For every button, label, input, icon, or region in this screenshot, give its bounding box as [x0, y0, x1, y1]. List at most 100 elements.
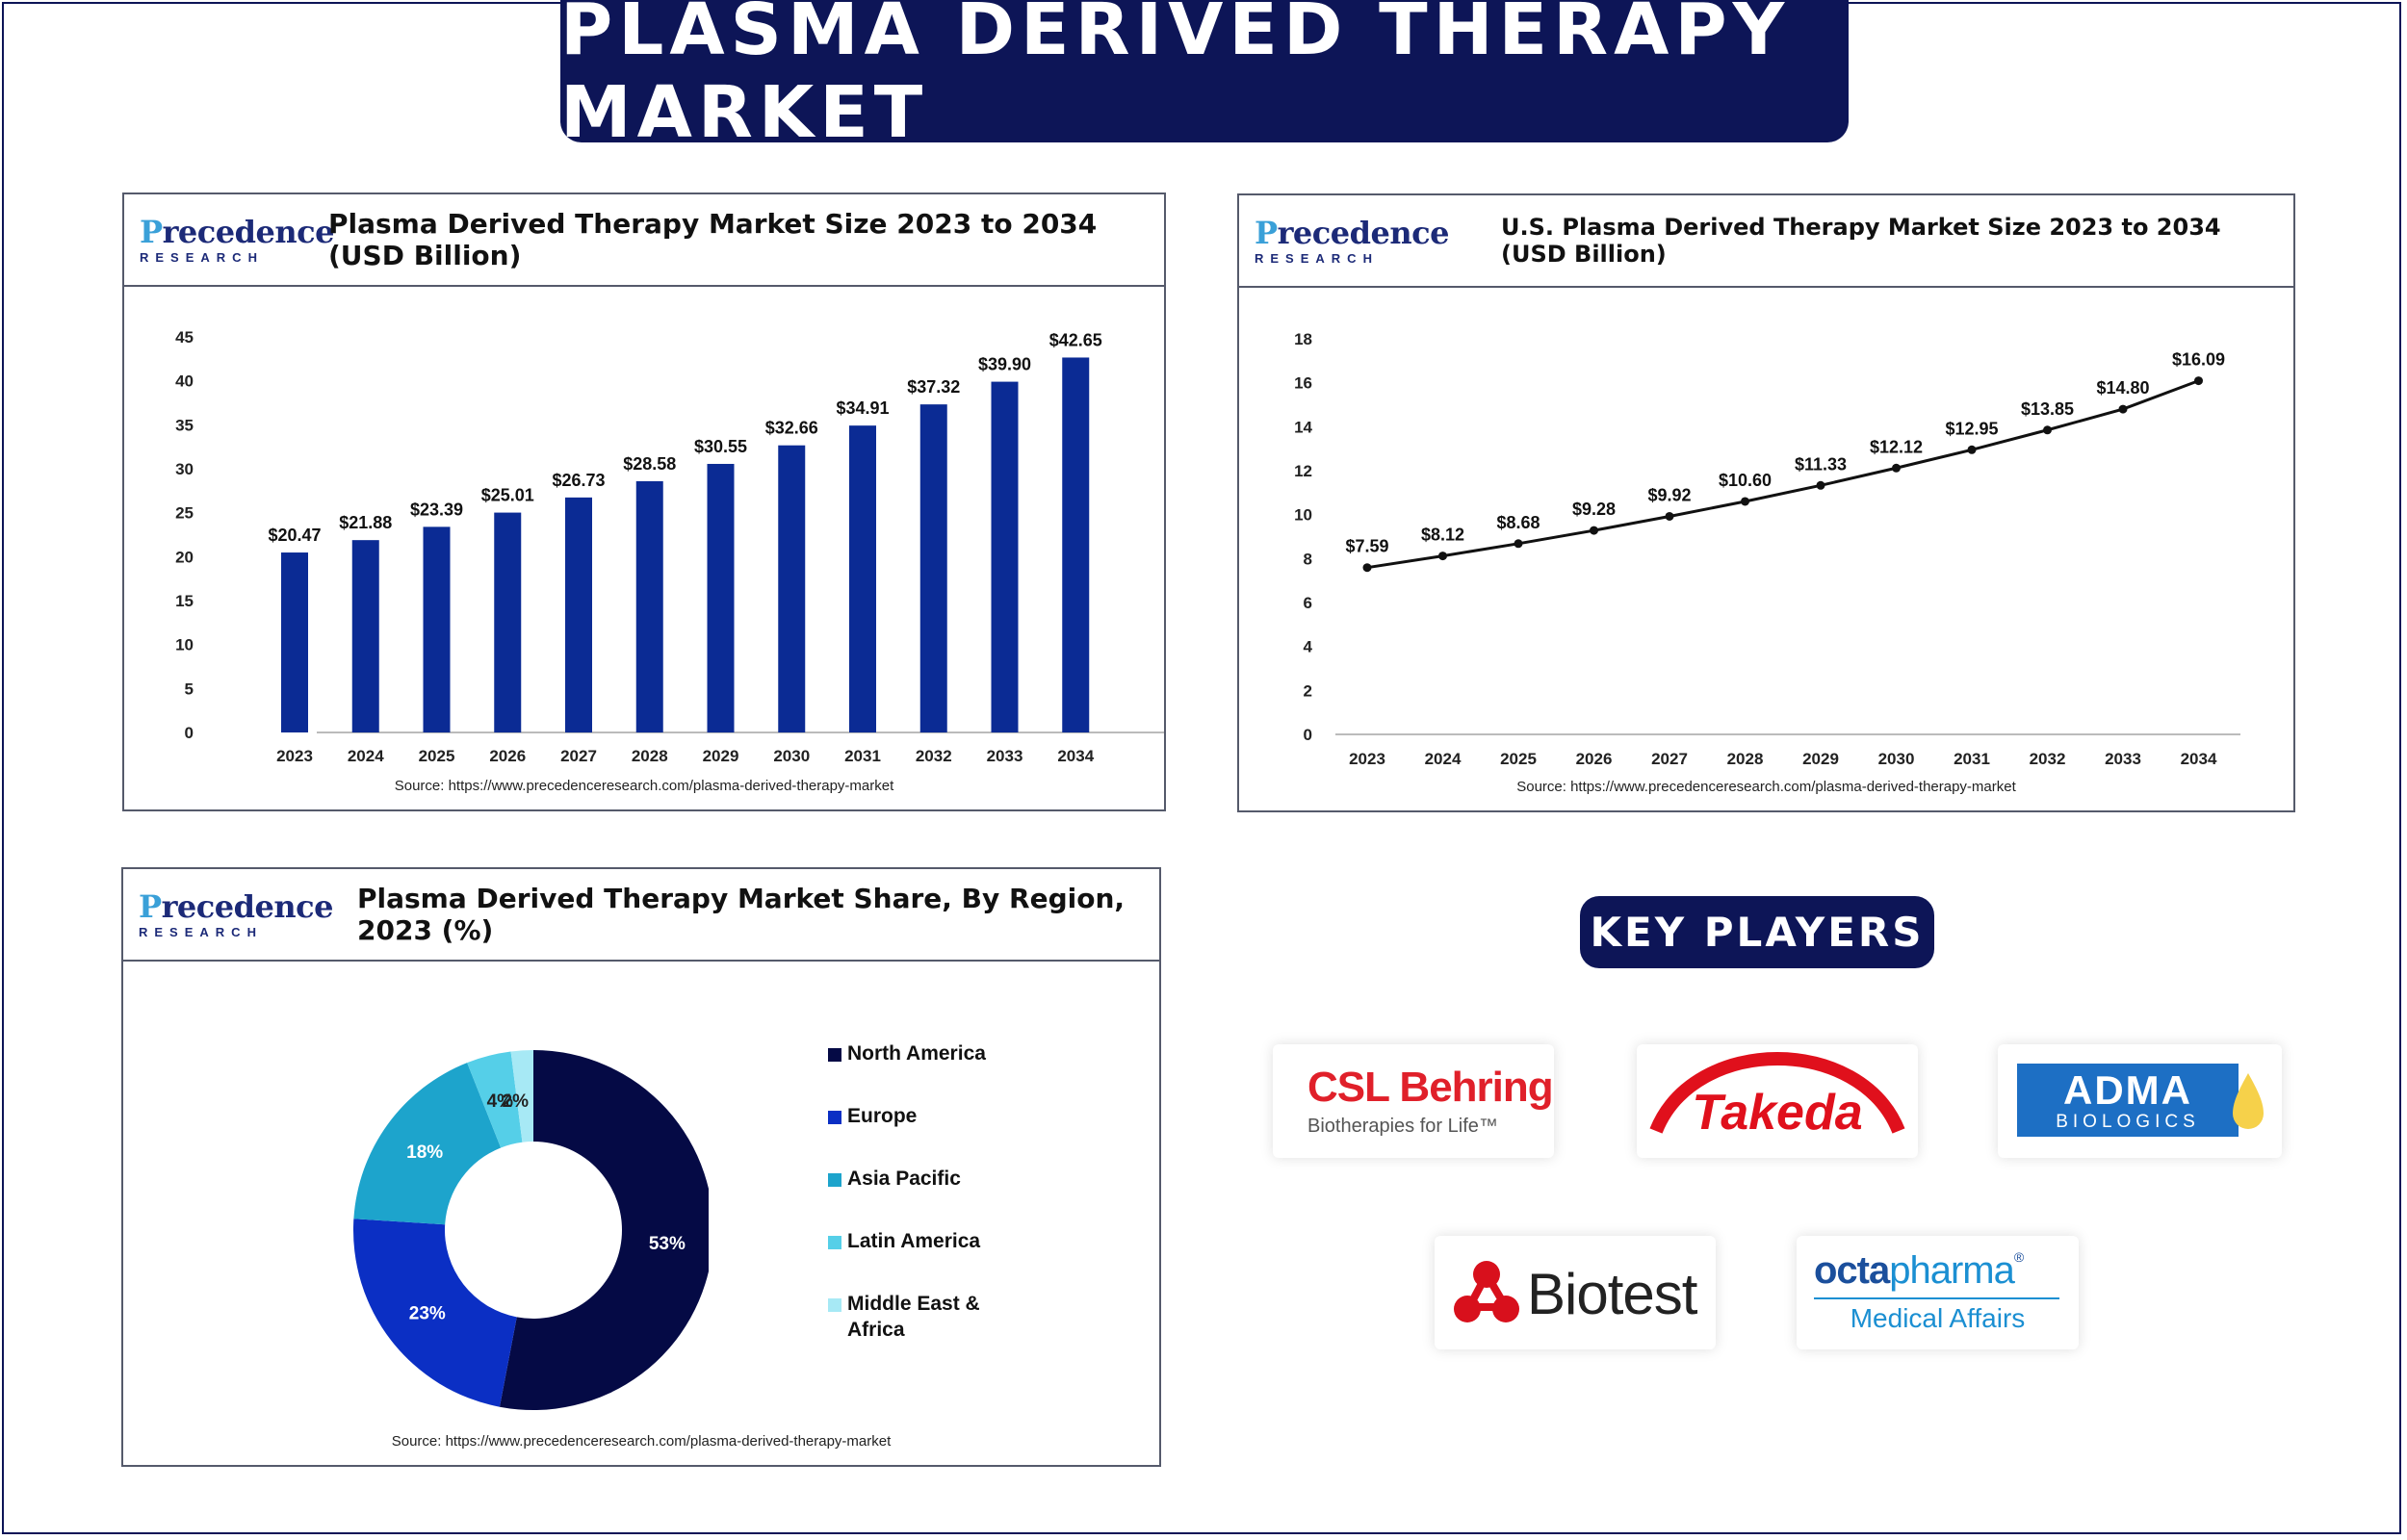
y-tick-label: 35 — [175, 416, 194, 434]
bar-data-label: $26.73 — [552, 471, 605, 490]
x-tick-label: 2034 — [2181, 750, 2217, 768]
point-data-label: $9.92 — [1647, 485, 1691, 504]
x-tick-label: 2025 — [419, 747, 455, 765]
x-tick-label: 2023 — [1349, 750, 1385, 768]
y-tick-label: 16 — [1294, 374, 1312, 393]
bar — [635, 480, 663, 732]
y-tick-label: 6 — [1304, 594, 1312, 612]
legend-label: Latin America — [847, 1230, 981, 1252]
pie-chart-panel: Precedence RESEARCH Plasma Derived Thera… — [121, 867, 1161, 1467]
point-data-label: $7.59 — [1345, 537, 1388, 556]
x-tick-label: 2028 — [1727, 750, 1764, 768]
y-tick-label: 18 — [1294, 330, 1312, 348]
octapharma-name: octapharma® — [1814, 1249, 2024, 1292]
y-tick-label: 10 — [175, 636, 194, 654]
x-tick-label: 2030 — [1878, 750, 1915, 768]
logo-subtext: RESEARCH — [1255, 251, 1379, 266]
x-tick-label: 2026 — [1576, 750, 1613, 768]
x-tick-label: 2032 — [916, 747, 952, 765]
donut-chart: 53% 23% 18% 4%2% — [353, 1050, 709, 1410]
adma-subtext: BIOLOGICS — [2056, 1112, 2200, 1132]
panel-header: Precedence RESEARCH Plasma Derived Thera… — [123, 869, 1159, 962]
legend-swatch — [828, 1236, 841, 1249]
x-tick-label: 2033 — [2105, 750, 2141, 768]
bar — [707, 463, 735, 732]
logo-text: recedence — [162, 214, 335, 250]
x-tick-label: 2034 — [1057, 747, 1094, 765]
series-line — [1366, 379, 2200, 570]
legend-label: Europe — [847, 1105, 918, 1127]
page-title: PLASMA DERIVED THERAPY MARKET — [560, 0, 1791, 154]
y-tick-label: 40 — [175, 372, 194, 391]
line-chart-panel: Precedence RESEARCH U.S. Plasma Derived … — [1237, 193, 2295, 812]
x-tick-label: 2031 — [1954, 750, 1990, 768]
point-data-label: $11.33 — [1795, 454, 1847, 474]
bar — [423, 526, 451, 732]
bar-chart-source: Source: https://www.precedenceresearch.c… — [394, 778, 894, 794]
point-data-label: $12.12 — [1870, 437, 1923, 456]
csl-behring-tagline: Biotherapies for Life™ — [1307, 1116, 1498, 1137]
donut-slice — [353, 1063, 502, 1225]
logo-subtext: RESEARCH — [140, 250, 264, 265]
y-tick-label: 30 — [175, 460, 194, 478]
data-point — [1438, 552, 1447, 561]
legend-swatch — [828, 1048, 841, 1062]
biotest-logo-card: Biotest — [1435, 1236, 1716, 1349]
data-point — [1362, 563, 1372, 573]
bar — [919, 404, 947, 732]
octapharma-subtext: Medical Affairs — [1850, 1303, 2026, 1333]
takeda-logo-card: Takeda — [1637, 1044, 1918, 1158]
slice-data-label: 18% — [406, 1142, 443, 1163]
adma-logo-card: ADMA BIOLOGICS — [1998, 1044, 2282, 1158]
y-tick-label: 45 — [175, 328, 194, 346]
logo-text: recedence — [161, 888, 334, 925]
data-point — [2118, 404, 2128, 414]
x-tick-label: 2033 — [987, 747, 1023, 765]
bar-data-label: $30.55 — [694, 437, 747, 456]
takeda-name: Takeda — [1692, 1085, 1862, 1141]
adma-name: ADMA — [2063, 1067, 2192, 1113]
bar-data-label: $25.01 — [481, 486, 534, 505]
data-point — [1967, 445, 1977, 454]
y-tick-label: 0 — [185, 724, 194, 742]
point-data-label: $13.85 — [2021, 399, 2074, 419]
takeda-logo: Takeda — [1649, 1052, 1905, 1141]
y-tick-label: 25 — [175, 504, 194, 523]
y-tick-label: 0 — [1304, 726, 1312, 744]
precedence-logo: Precedence RESEARCH — [140, 214, 334, 265]
legend-item: North America — [828, 1040, 1021, 1066]
legend-label: Asia Pacific — [847, 1168, 961, 1190]
panel-header: Precedence RESEARCH Plasma Derived Thera… — [124, 194, 1164, 287]
csl-behring-logo-card: CSL Behring Biotherapies for Life™ — [1273, 1044, 1554, 1158]
octapharma-name-part1: octa — [1814, 1249, 1890, 1292]
x-tick-label: 2025 — [1500, 750, 1537, 768]
data-point — [1514, 539, 1523, 549]
point-data-label: $16.09 — [2172, 350, 2225, 370]
bar-chart-title: Plasma Derived Therapy Market Size 2023 … — [328, 208, 1098, 271]
slice-data-label: 23% — [409, 1304, 446, 1324]
bar — [351, 540, 379, 732]
logo-subtext: RESEARCH — [139, 925, 263, 939]
bar — [991, 381, 1019, 732]
y-tick-label: 2 — [1304, 681, 1312, 700]
panel-header: Precedence RESEARCH U.S. Plasma Derived … — [1239, 195, 2293, 288]
bar-data-label: $21.88 — [339, 513, 392, 532]
legend-item: Europe — [828, 1103, 1021, 1129]
x-tick-label: 2029 — [1802, 750, 1839, 768]
bar-data-label: $37.32 — [907, 377, 960, 397]
line-chart: 0 2 4 6 8 10 12 14 16 18 $7.59 2023 $8.12 2024 $8.68 20… — [1294, 330, 2240, 768]
x-tick-label: 2030 — [773, 747, 810, 765]
bar-data-label: $23.39 — [410, 500, 463, 519]
data-point — [1590, 526, 1598, 535]
legend-swatch — [828, 1111, 841, 1124]
biotest-molecule-icon — [1454, 1261, 1519, 1322]
donut-slice — [510, 1050, 533, 1142]
x-tick-label: 2031 — [844, 747, 881, 765]
y-tick-label: 20 — [175, 548, 194, 566]
takeda-arc — [1649, 1052, 1905, 1134]
octapharma-name-part2: pharma — [1889, 1249, 2015, 1292]
bar — [565, 497, 592, 732]
legend-item: Asia Pacific — [828, 1166, 1021, 1192]
slice-data-label: 53% — [649, 1234, 686, 1254]
pie-chart-title: Plasma Derived Therapy Market Share, By … — [357, 883, 1126, 946]
